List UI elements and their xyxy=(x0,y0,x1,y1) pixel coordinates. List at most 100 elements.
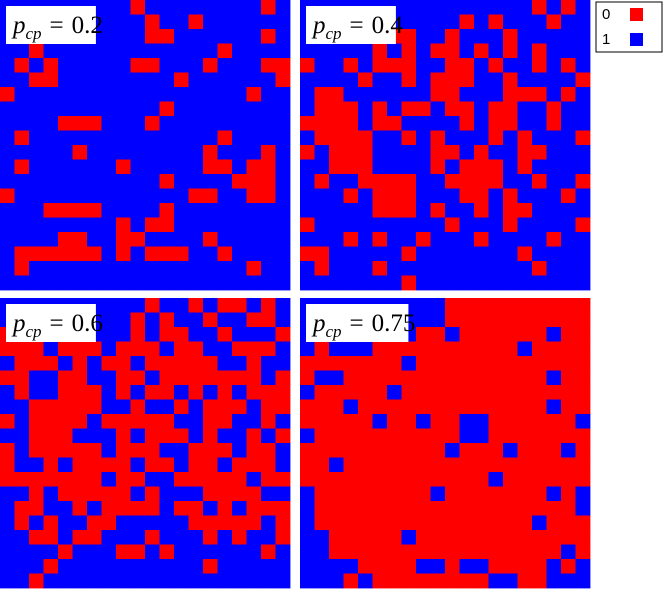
cell xyxy=(116,312,131,328)
cell xyxy=(116,188,131,204)
cell xyxy=(546,101,562,117)
cell xyxy=(87,174,102,189)
cell xyxy=(445,203,460,218)
cell xyxy=(488,443,504,458)
cell xyxy=(430,559,446,574)
cell xyxy=(474,116,489,131)
cell xyxy=(387,385,402,400)
cell xyxy=(159,472,175,487)
cell xyxy=(29,217,44,233)
cell xyxy=(561,515,576,531)
cell xyxy=(145,87,160,102)
cell xyxy=(575,58,591,73)
cell xyxy=(372,101,388,117)
cell xyxy=(517,472,533,487)
cell xyxy=(430,356,446,371)
cell xyxy=(532,174,547,189)
cell xyxy=(430,443,446,458)
cell xyxy=(72,87,88,102)
cell xyxy=(72,203,88,218)
cell xyxy=(358,399,373,415)
cell xyxy=(329,472,344,487)
cell xyxy=(246,246,262,262)
cell xyxy=(358,116,373,131)
cell xyxy=(503,573,518,589)
cell xyxy=(474,559,489,574)
cell xyxy=(532,58,547,73)
cell xyxy=(358,87,373,102)
cell xyxy=(546,0,562,15)
cell xyxy=(130,457,146,473)
cell xyxy=(14,573,30,589)
cell xyxy=(503,312,518,328)
cell xyxy=(232,188,247,204)
cell xyxy=(87,515,102,531)
cell xyxy=(314,443,330,458)
cell xyxy=(445,428,460,444)
cell xyxy=(459,246,475,262)
cell xyxy=(58,457,73,473)
cell xyxy=(261,327,276,342)
cell xyxy=(159,246,175,262)
cell xyxy=(343,530,359,545)
cell xyxy=(275,428,291,444)
cell xyxy=(174,101,189,117)
cell xyxy=(575,87,591,102)
cell xyxy=(0,486,15,502)
cell xyxy=(275,232,291,247)
cell xyxy=(416,298,431,313)
legend-label: 0 xyxy=(602,6,610,23)
cell xyxy=(145,203,160,218)
cell xyxy=(87,72,102,88)
legend-label: 1 xyxy=(602,31,610,48)
cell xyxy=(188,573,204,589)
cell xyxy=(232,327,247,342)
cell xyxy=(387,428,402,444)
cell xyxy=(459,87,475,102)
cell xyxy=(261,14,276,30)
cell xyxy=(488,559,504,574)
cell xyxy=(159,188,175,204)
cell xyxy=(232,515,247,531)
cell xyxy=(517,486,533,502)
cell xyxy=(232,298,247,313)
cell xyxy=(314,341,330,357)
cell xyxy=(329,72,344,88)
cell xyxy=(14,43,30,59)
cell xyxy=(130,428,146,444)
cell xyxy=(445,261,460,276)
cell xyxy=(445,159,460,175)
cell xyxy=(575,0,591,15)
cell xyxy=(474,203,489,218)
cell xyxy=(445,217,460,233)
cell xyxy=(532,116,547,131)
cell xyxy=(130,356,146,371)
cell xyxy=(72,443,88,458)
cell xyxy=(329,341,344,357)
cell xyxy=(532,544,547,560)
cell xyxy=(203,130,218,146)
cell xyxy=(387,188,402,204)
cell xyxy=(130,559,146,574)
cell xyxy=(159,145,175,160)
cell xyxy=(343,399,359,415)
cell xyxy=(561,29,576,44)
cell xyxy=(87,58,102,73)
cell xyxy=(387,130,402,146)
cell xyxy=(343,58,359,73)
cell xyxy=(43,58,59,73)
cell xyxy=(561,246,576,262)
cell xyxy=(101,414,117,429)
cell xyxy=(401,14,417,30)
cell xyxy=(14,559,30,574)
cell xyxy=(116,501,131,516)
cell xyxy=(561,87,576,102)
cell xyxy=(561,298,576,313)
cell xyxy=(575,217,591,233)
cell xyxy=(72,341,88,357)
cell xyxy=(517,501,533,516)
cell xyxy=(445,530,460,545)
cell xyxy=(261,217,276,233)
cell xyxy=(517,515,533,531)
